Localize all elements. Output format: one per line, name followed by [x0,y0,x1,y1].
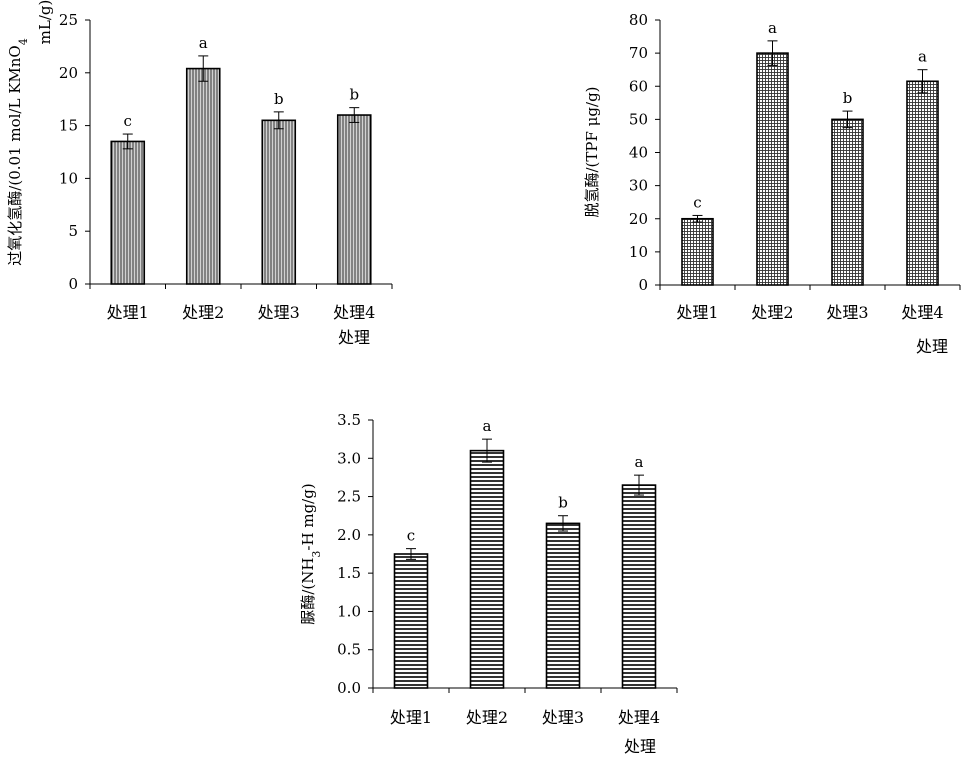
bar [545,522,581,689]
y-tick-label: 3.5 [337,411,361,429]
error-bar [917,69,928,94]
x-tick-label: 处理3 [542,708,584,727]
y-axis-title: 脱氢酶/(TPF μg/g) [583,86,601,217]
significance-letter: c [693,193,701,211]
y-tick-label: 40 [629,144,648,162]
y-tick-label: 50 [629,110,648,128]
y-tick-label: 3.0 [337,449,361,467]
bar [621,484,657,689]
y-tick-label: 1.0 [337,602,361,620]
x-axis-title: 处理 [624,737,656,756]
bar [681,217,714,286]
error-bar [349,107,360,123]
error-bar [406,548,416,560]
error-bar [198,55,209,82]
y-tick-label: 0 [68,275,78,293]
significance-letter: c [124,112,132,130]
x-tick-label: 处理4 [618,708,660,727]
bar [756,52,789,286]
y-tick-label: 70 [629,44,648,62]
significance-letter: b [558,494,568,512]
significance-letter: b [843,89,853,107]
y-tick-label: 80 [629,11,648,29]
error-bar [634,474,644,496]
y-tick-label: 20 [629,210,648,228]
x-tick-label: 处理2 [182,303,224,322]
x-tick-label: 处理2 [751,303,793,322]
x-axis-title: 处理 [338,328,370,347]
bar [393,553,429,689]
y-tick-label: 25 [59,11,78,29]
significance-letter: a [768,19,777,37]
significance-letter: a [918,48,927,66]
error-bar [692,214,703,223]
y-tick-label: 10 [629,243,648,261]
bar [185,67,221,285]
chart-2: 0 10 20 30 40 50 60 70 80 c 处理1 a 处理2 b 处理3 a 处理4 处理 脱氢酶/(… [583,11,961,356]
significance-letter: b [349,86,359,104]
y-axis-title-line2: mL/g) [36,0,54,44]
significance-letter: c [407,527,415,545]
bar [261,119,297,285]
x-tick-label: 处理4 [901,303,943,322]
y-axis-title: 过氧化氢酶/(0.01 mol/L KMnO4 [6,38,30,265]
significance-letter: a [199,34,208,52]
significance-letter: a [635,453,644,471]
y-tick-label: 0 [638,276,648,294]
error-bar [482,438,492,463]
significance-letter: a [483,417,492,435]
chart-1: 0 5 10 15 20 25 c 处理1 a 处理2 b 处理3 b 处理4 处理 过氧化氢酶/(0.01 … [6,0,393,347]
y-tick-label: 2.5 [337,488,361,506]
x-tick-label: 处理1 [676,303,718,322]
x-tick-label: 处理3 [826,303,868,322]
y-tick-label: 2.0 [337,526,361,544]
chart-3: 0.0 0.5 1.0 1.5 2.0 2.5 3.0 3.5 c 处理1 a 处理2 b 处理3 a 处理4… [299,411,678,756]
bar [110,140,146,285]
bar [469,449,505,689]
error-bar [558,515,568,532]
y-tick-label: 5 [68,222,78,240]
y-tick-label: 1.5 [337,564,361,582]
y-tick-label: 15 [59,117,78,135]
error-bar [122,133,133,150]
y-tick-label: 20 [59,64,78,82]
x-tick-label: 处理2 [466,708,508,727]
significance-letter: b [274,90,284,108]
bar [831,118,864,286]
y-tick-label: 0.5 [337,641,361,659]
error-bar [842,110,853,129]
y-axis-title: 脲酶/(NH3-H mg/g) [299,483,323,624]
y-tick-label: 0.0 [337,679,361,697]
error-bar [767,40,778,66]
x-axis-title: 处理 [916,337,948,356]
y-tick-label: 10 [59,169,78,187]
x-tick-label: 处理1 [107,303,149,322]
x-tick-label: 处理4 [333,303,375,322]
y-tick-label: 30 [629,177,648,195]
bar [336,114,372,285]
error-bar [273,111,284,130]
y-tick-label: 60 [629,77,648,95]
x-tick-label: 处理3 [258,303,300,322]
x-tick-label: 处理1 [390,708,432,727]
bar [906,80,939,286]
